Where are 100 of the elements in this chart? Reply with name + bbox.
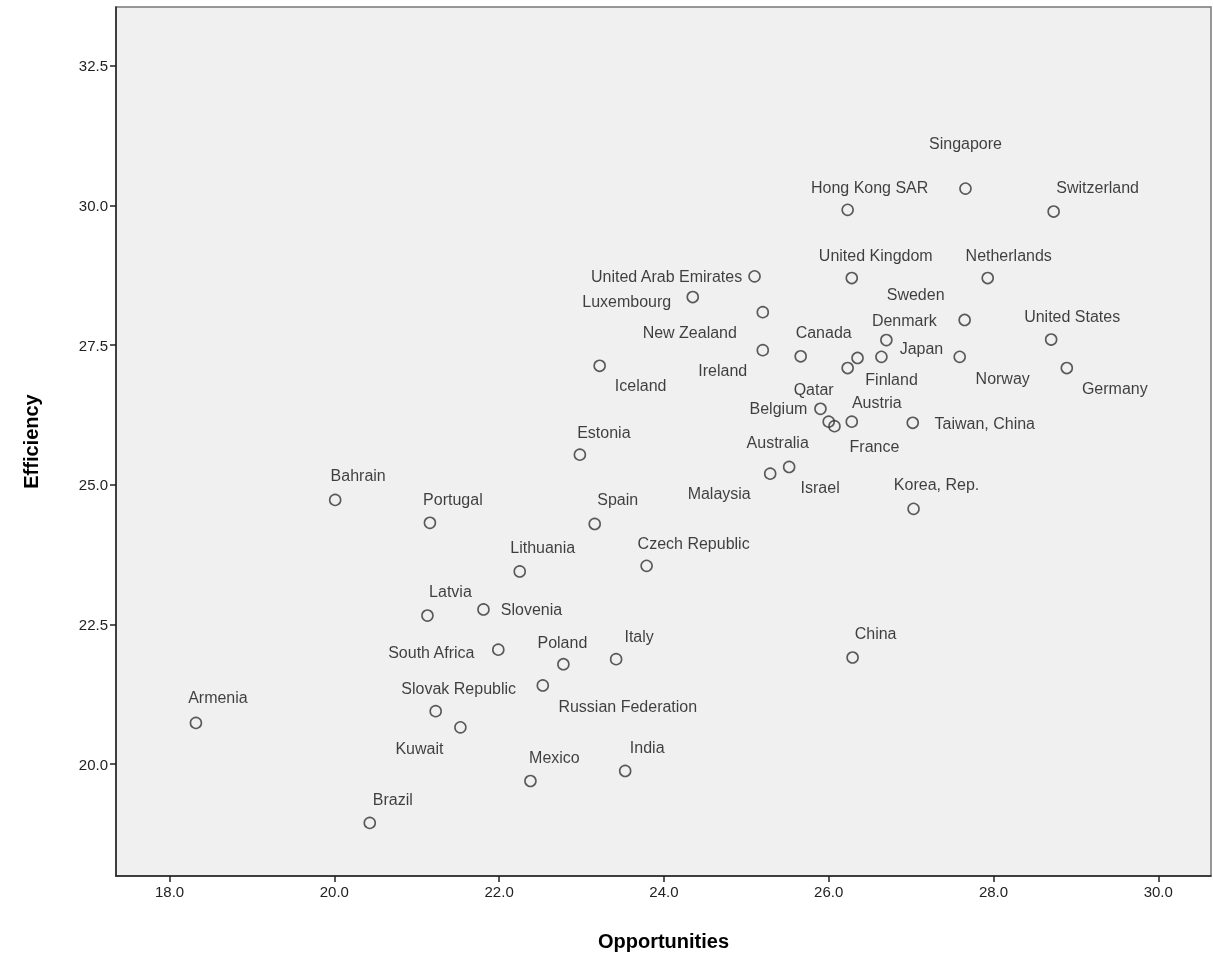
- data-label: Norway: [975, 370, 1030, 388]
- data-label: Czech Republic: [637, 535, 750, 553]
- data-label: Mexico: [529, 749, 580, 767]
- data-label: Russian Federation: [558, 697, 698, 715]
- point: [363, 816, 377, 830]
- y-tick-label: 30.0: [78, 196, 108, 214]
- x-tick-label: 20.0: [319, 883, 349, 900]
- y-tick-label: 32.5: [78, 57, 108, 75]
- point: [557, 657, 570, 671]
- data-label: Lithuania: [510, 538, 576, 556]
- x-tick-label: 26.0: [814, 883, 844, 900]
- point: [907, 502, 920, 516]
- y-tick-label: 27.5: [78, 336, 108, 354]
- data-label: Hong Kong SAR: [810, 179, 929, 197]
- point: [524, 774, 537, 788]
- data-label: Brazil: [372, 791, 413, 809]
- data-label: Australia: [746, 434, 809, 452]
- point: [1047, 205, 1060, 218]
- data-label: Poland: [537, 633, 588, 651]
- point: [609, 652, 623, 666]
- data-label: Spain: [597, 491, 639, 509]
- data-label: United States: [1024, 308, 1121, 326]
- data-label: Austria: [851, 394, 902, 412]
- point: [841, 361, 854, 375]
- point: [828, 419, 841, 433]
- point: [782, 460, 796, 474]
- data-label: Netherlands: [965, 246, 1052, 264]
- point: [640, 559, 653, 573]
- point: [953, 350, 966, 364]
- point: [756, 343, 770, 357]
- point: [1060, 361, 1074, 375]
- y-tick-label: 20.0: [78, 755, 108, 773]
- data-label: Armenia: [188, 689, 248, 707]
- data-label: Germany: [1081, 379, 1148, 397]
- data-label: Korea, Rep.: [893, 476, 980, 494]
- point: [880, 333, 893, 347]
- point: [573, 448, 587, 461]
- data-label: Slovenia: [500, 600, 563, 618]
- x-tick-label: 18.0: [154, 883, 185, 900]
- point: [794, 349, 807, 363]
- point: [748, 270, 761, 283]
- point: [477, 603, 490, 616]
- data-label: Belgium: [749, 400, 808, 418]
- data-label: Qatar: [793, 380, 835, 398]
- point: [822, 415, 835, 428]
- x-tick-label: 24.0: [649, 883, 679, 900]
- point: [958, 313, 971, 327]
- data-label: Latvia: [429, 583, 472, 601]
- data-label: Finland: [865, 371, 918, 389]
- point: [536, 679, 550, 692]
- data-label: Singapore: [928, 135, 1003, 153]
- data-label: Bahrain: [330, 467, 386, 485]
- data-label: Sweden: [886, 286, 945, 304]
- data-label: China: [854, 624, 897, 642]
- data-label: Israel: [800, 479, 840, 497]
- point: [981, 271, 995, 285]
- point: [588, 517, 601, 531]
- x-tick-label: 30.0: [1143, 883, 1173, 900]
- data-label: Japan: [899, 340, 944, 358]
- point: [814, 402, 827, 416]
- data-label: Luxembourg: [582, 292, 672, 310]
- point: [686, 290, 700, 304]
- point: [845, 271, 859, 285]
- point: [513, 565, 527, 578]
- data-label: Estonia: [577, 424, 631, 442]
- y-tick-label: 22.5: [78, 616, 108, 634]
- data-label: Italy: [624, 627, 654, 645]
- data-label: United Kingdom: [818, 246, 933, 264]
- point: [1044, 333, 1058, 346]
- x-tick-label: 28.0: [978, 883, 1009, 900]
- data-label: Denmark: [871, 311, 938, 329]
- point: [841, 203, 854, 217]
- point: [959, 182, 972, 195]
- data-label: Ireland: [698, 361, 748, 379]
- point: [429, 704, 442, 718]
- data-label: Portugal: [423, 491, 483, 509]
- point: [328, 493, 342, 507]
- point: [423, 516, 437, 530]
- point: [492, 643, 505, 656]
- point: [189, 716, 203, 730]
- data-label: New Zealand: [642, 323, 737, 341]
- data-label: India: [629, 739, 665, 757]
- y-tick-label: 25.0: [78, 476, 108, 494]
- point: [906, 416, 920, 430]
- x-axis-title: Opportunities: [597, 930, 730, 952]
- data-label: Switzerland: [1056, 179, 1139, 197]
- point: [756, 305, 770, 319]
- point: [421, 609, 434, 622]
- point: [454, 721, 467, 734]
- data-label: Canada: [795, 323, 852, 341]
- point: [851, 351, 864, 365]
- data-label: Kuwait: [395, 739, 444, 757]
- data-label: South Africa: [388, 644, 475, 662]
- data-label: Malaysia: [687, 485, 751, 503]
- data-label: Iceland: [614, 377, 667, 395]
- data-label: France: [849, 437, 900, 455]
- x-tick-label: 22.0: [484, 883, 514, 900]
- data-label: United Arab Emirates: [590, 267, 743, 285]
- y-axis-title: Efficiency: [20, 393, 42, 489]
- point: [846, 651, 859, 664]
